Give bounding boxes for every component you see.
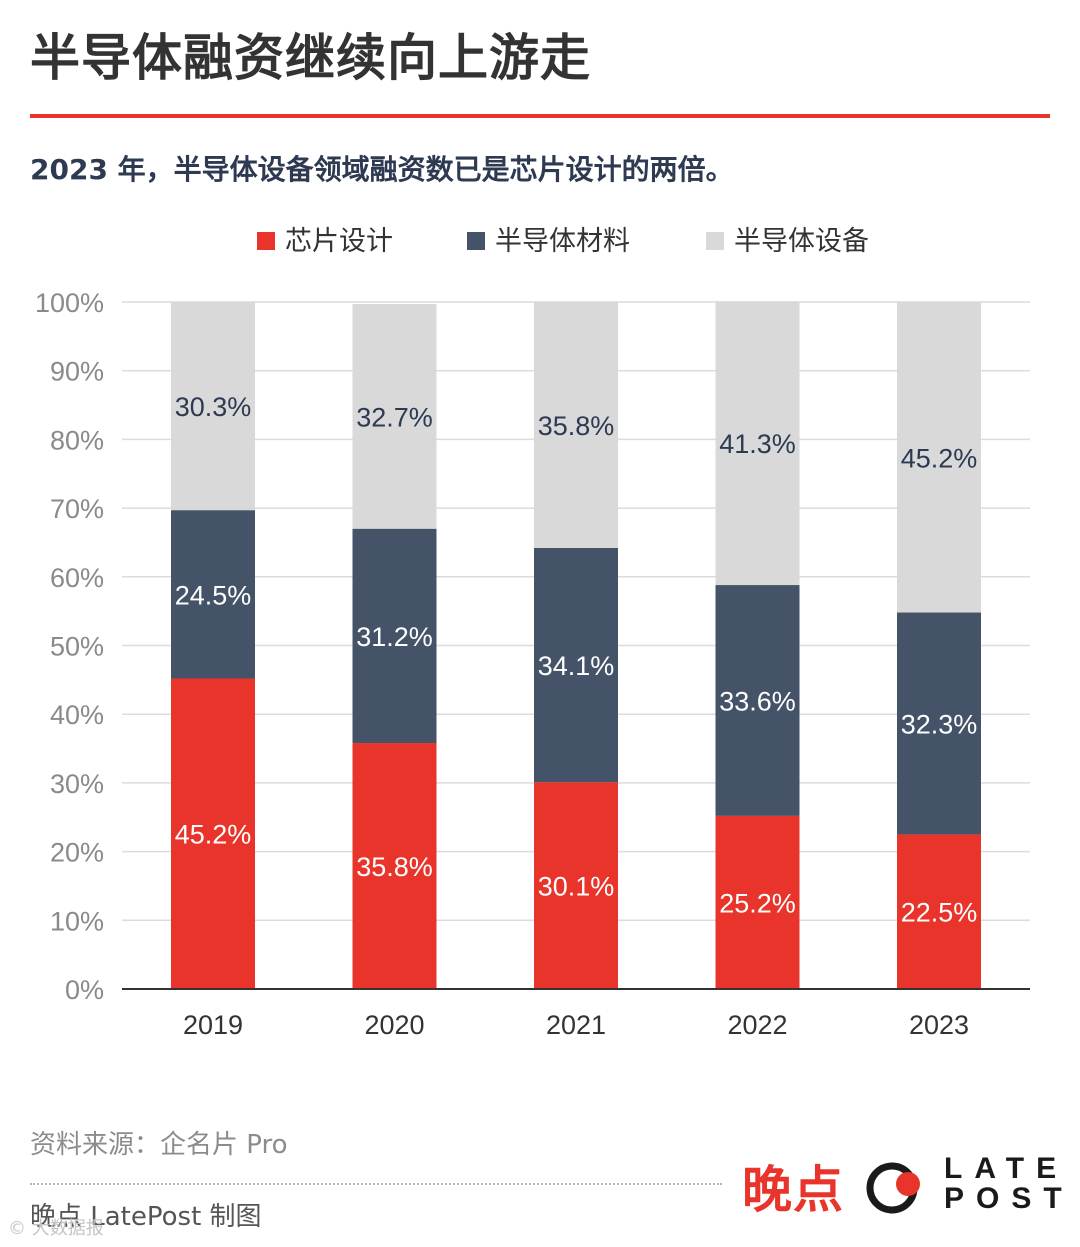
bar-2020-series-1 xyxy=(352,743,437,989)
legend-swatch-1 xyxy=(257,232,275,250)
brand-logo-cn: 晚点 xyxy=(742,1161,844,1219)
x-tick-label: 2021 xyxy=(546,1010,606,1040)
legend-label-1: 芯片设计 xyxy=(285,226,393,257)
data-label: 30.3% xyxy=(175,392,252,422)
y-tick-label: 50% xyxy=(50,632,104,662)
title-divider xyxy=(30,114,1050,118)
bar-2021-series-3 xyxy=(534,302,618,548)
bar-2019-series-3 xyxy=(171,302,255,511)
y-tick-label: 80% xyxy=(50,425,104,455)
data-label: 35.8% xyxy=(356,852,433,882)
data-label: 45.2% xyxy=(175,820,252,850)
legend-swatch-3 xyxy=(706,232,724,250)
watermark: © 大数据报 xyxy=(8,1218,104,1239)
x-tick-label: 2022 xyxy=(727,1010,787,1040)
data-label: 31.2% xyxy=(356,622,433,652)
x-tick-label: 2020 xyxy=(364,1010,424,1040)
y-tick-label: 70% xyxy=(50,494,104,524)
bar-2020-series-3 xyxy=(352,304,437,529)
data-label: 25.2% xyxy=(719,888,796,918)
legend-swatch-2 xyxy=(467,232,485,250)
data-label: 32.3% xyxy=(901,709,978,739)
brand-logo-en-line1: LATE xyxy=(944,1152,1069,1185)
x-tick-label: 2023 xyxy=(909,1010,969,1040)
bar-2023-series-1 xyxy=(897,834,981,989)
bar-2022-series-1 xyxy=(715,815,800,989)
data-label: 22.5% xyxy=(901,898,978,928)
data-label: 35.8% xyxy=(538,411,615,441)
source-note: 资料来源：企名片 Pro xyxy=(30,1130,288,1160)
data-label: 30.1% xyxy=(538,872,615,902)
data-label: 41.3% xyxy=(719,429,796,459)
data-labels: 45.2% 24.5% 30.3% 35.8% 31.2% 32.7% 30.1% 34.1%… xyxy=(175,392,978,928)
credit-note: 晚点 LatePost 制图 xyxy=(30,1202,262,1232)
data-label: 34.1% xyxy=(538,651,615,681)
y-tick-label: 20% xyxy=(50,838,104,868)
bar-2019-series-2 xyxy=(171,510,255,679)
chart-subtitle: 2023 年，半导体设备领域融资数已是芯片设计的两倍。 xyxy=(30,153,734,186)
y-tick-label: 100% xyxy=(35,288,104,318)
bar-2021-series-1 xyxy=(534,782,618,989)
brand-circle-icon xyxy=(866,1162,920,1214)
data-label: 32.7% xyxy=(356,402,433,432)
chart-legend: 芯片设计 半导体材料 半导体设备 xyxy=(257,226,869,257)
bar-2021-series-2 xyxy=(534,547,618,783)
data-label: 24.5% xyxy=(175,580,252,610)
bars xyxy=(171,301,981,989)
y-tick-label: 10% xyxy=(50,906,104,936)
dotted-divider xyxy=(30,1183,722,1185)
bar-2022-series-2 xyxy=(715,585,800,816)
bar-2023-series-2 xyxy=(897,612,981,835)
legend-label-2: 半导体材料 xyxy=(495,226,630,257)
x-tick-label: 2019 xyxy=(183,1010,243,1040)
data-label: 33.6% xyxy=(719,686,796,716)
brand-logo-en-line2: POST xyxy=(944,1182,1074,1215)
page-title: 半导体融资继续向上游走 xyxy=(30,29,591,87)
y-tick-label: 0% xyxy=(65,975,104,1005)
bar-2023-series-3 xyxy=(897,302,981,613)
y-tick-label: 30% xyxy=(50,769,104,799)
bar-2022-series-3 xyxy=(715,301,800,586)
legend-label-3: 半导体设备 xyxy=(734,226,869,257)
stacked-bar-chart: 芯片设计 半导体材料 半导体设备 0% 10% 20% 30% 40% 50% 60% 70% 80… xyxy=(35,226,1030,1040)
bar-2020-series-2 xyxy=(352,528,437,744)
y-tick-label: 60% xyxy=(50,563,104,593)
brand-logo-en: LATE POST xyxy=(944,1154,1074,1214)
data-label: 45.2% xyxy=(901,443,978,473)
y-tick-label: 90% xyxy=(50,357,104,387)
y-axis-ticks: 0% 10% 20% 30% 40% 50% 60% 70% 80% 90% 100% xyxy=(35,288,104,1005)
bar-2019-series-1 xyxy=(171,678,255,989)
x-axis-ticks: 2019 2020 2021 2022 2023 xyxy=(183,1010,969,1040)
y-tick-label: 40% xyxy=(50,700,104,730)
